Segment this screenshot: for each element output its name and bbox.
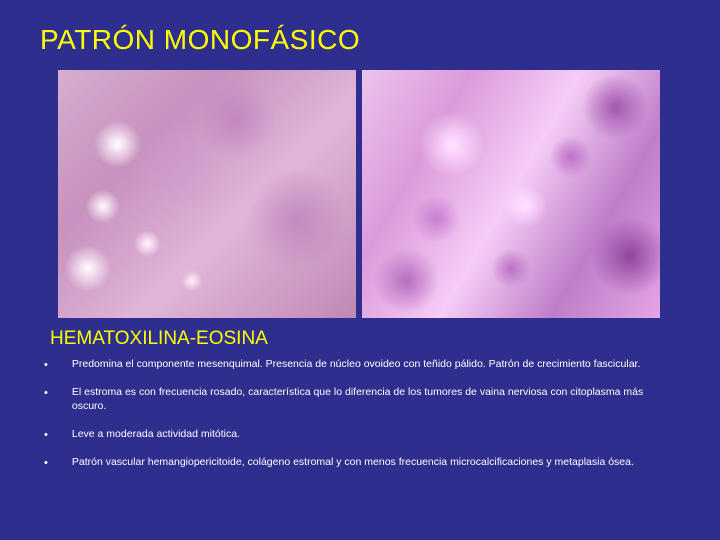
slide-subtitle: HEMATOXILINA-EOSINA — [50, 328, 680, 350]
slide-title: PATRÓN MONOFÁSICO — [40, 24, 680, 56]
bullet-item: Leve a moderada actividad mitótica. — [40, 428, 680, 442]
bullet-text: El estroma es con frecuencia rosado, car… — [72, 386, 680, 413]
histology-texture — [58, 70, 356, 318]
image-row — [58, 70, 680, 318]
histology-texture — [362, 70, 660, 318]
bullet-text: Predomina el componente mesenquimal. Pre… — [72, 358, 641, 372]
bullet-item: Predomina el componente mesenquimal. Pre… — [40, 358, 680, 372]
histology-image-left — [58, 70, 356, 318]
bullet-item: El estroma es con frecuencia rosado, car… — [40, 386, 680, 413]
histology-image-right — [362, 70, 660, 318]
bullet-item: Patrón vascular hemangiopericitoide, col… — [40, 456, 680, 470]
bullet-text: Patrón vascular hemangiopericitoide, col… — [72, 456, 634, 470]
bullet-text: Leve a moderada actividad mitótica. — [72, 428, 240, 442]
bullet-list: Predomina el componente mesenquimal. Pre… — [40, 358, 680, 470]
